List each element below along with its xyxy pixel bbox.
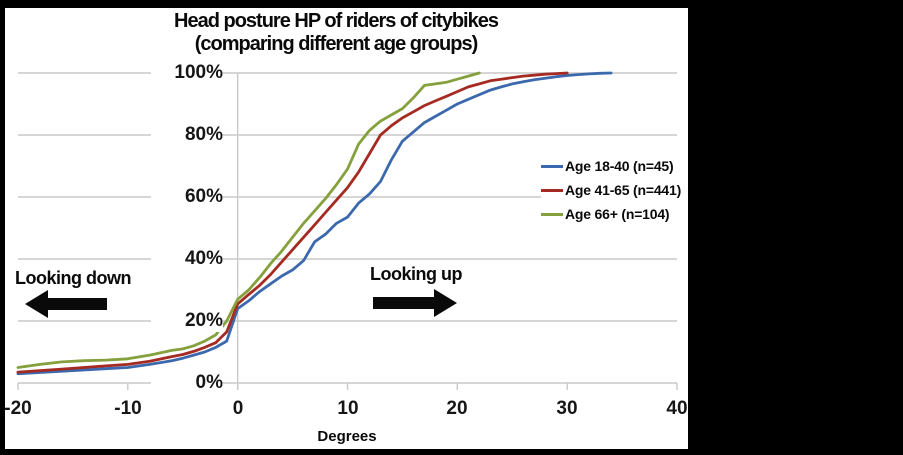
x-tick-label: 20: [446, 398, 468, 419]
legend: Age 18-40 (n=45) Age 41-65 (n=441) Age 66+…: [541, 154, 681, 226]
legend-label: Age 66+ (n=104): [565, 206, 670, 222]
legend-item-age-66-plus: Age 66+ (n=104): [541, 202, 682, 226]
y-tick-label: 0%: [151, 372, 223, 394]
y-tick-label: 40%: [151, 248, 223, 270]
legend-label: Age 18-40 (n=45): [565, 158, 674, 174]
legend-item-age-18-40: Age 18-40 (n=45): [541, 154, 682, 178]
series-line-age-66-plus: [16, 71, 481, 369]
right-arrow-icon: [373, 289, 457, 317]
x-tick-label: -20: [5, 398, 32, 419]
annotation-looking-down: Looking down: [15, 268, 131, 288]
y-tick-label: 20%: [151, 310, 223, 332]
legend-line-swatch: [541, 212, 563, 216]
x-tick-label: -10: [114, 398, 142, 419]
legend-item-age-41-65: Age 41-65 (n=441): [541, 178, 681, 202]
plot-area: [16, 71, 678, 390]
chart-title-line1: Head posture HP of riders of citybikes: [174, 10, 499, 32]
left-arrow-icon: [25, 290, 107, 318]
x-tick-label: 10: [337, 398, 359, 419]
legend-line-swatch: [541, 164, 563, 168]
legend-label: Age 41-65 (n=441): [565, 182, 682, 198]
x-tick-label: 30: [556, 398, 578, 419]
series-line-age-41-65: [16, 71, 569, 374]
chart-card: Head posture HP of riders of citybikes (…: [5, 8, 688, 449]
x-tick-label: 0: [232, 398, 244, 419]
y-tick-label: 80%: [151, 124, 223, 146]
legend-line-swatch: [541, 188, 563, 192]
series-line-age-18-40: [16, 71, 613, 376]
x-tick-label: 40: [666, 398, 688, 419]
chart-title-line2: (comparing different age groups): [194, 33, 478, 55]
y-tick-label: 60%: [151, 186, 223, 208]
chart-title: Head posture HP of riders of citybikes (…: [5, 10, 667, 56]
annotation-looking-up: Looking up: [370, 264, 462, 284]
x-axis-title: Degrees: [317, 428, 377, 445]
y-tick-label: 100%: [151, 62, 223, 84]
